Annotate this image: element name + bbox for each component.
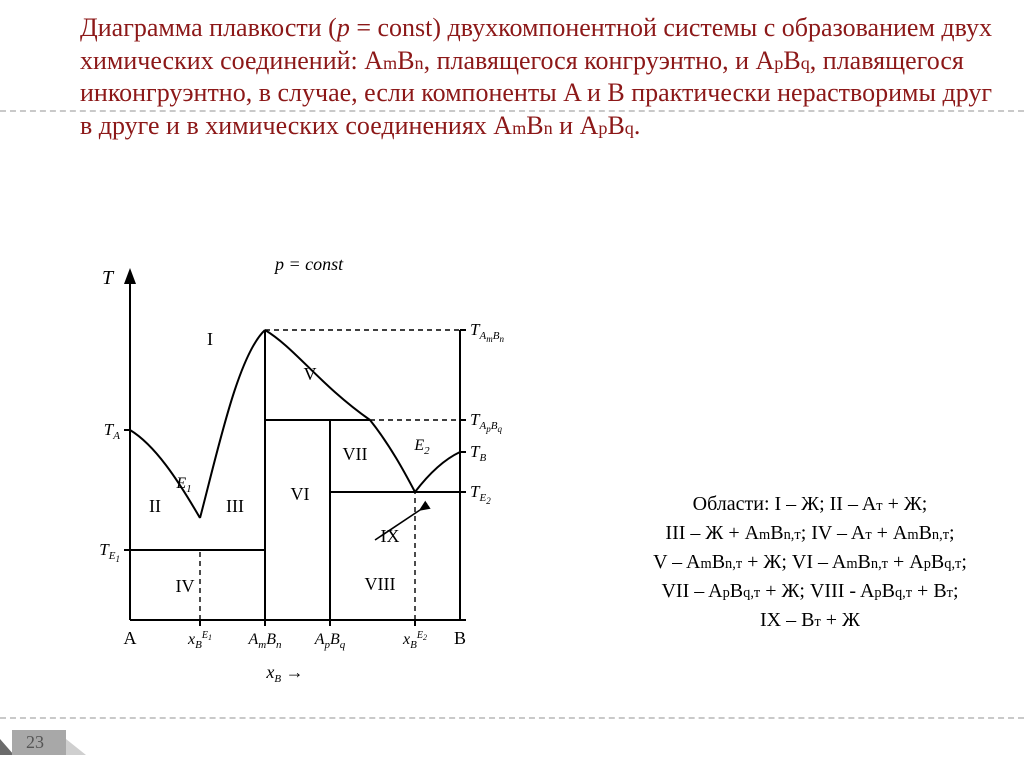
divider <box>0 110 1024 112</box>
svg-text:II: II <box>149 496 161 516</box>
svg-text:TApBq: TApBq <box>470 410 502 434</box>
svg-text:V: V <box>304 364 317 384</box>
svg-text:xBE2: xBE2 <box>402 630 427 651</box>
svg-text:A: A <box>124 628 137 648</box>
region-legend: Области: I – Ж; II – Aт + Ж;III – Ж + Am… <box>620 490 1000 635</box>
svg-text:TB: TB <box>470 442 486 464</box>
svg-text:VIII: VIII <box>365 574 396 594</box>
bottom-divider <box>0 717 1024 719</box>
page-number: 23 <box>0 721 86 755</box>
svg-text:VII: VII <box>343 444 368 464</box>
svg-text:E2: E2 <box>413 437 430 457</box>
slide-title: Диаграмма плавкости (p = const) двухкомп… <box>80 12 994 142</box>
svg-text:ApBq: ApBq <box>314 631 346 651</box>
svg-text:TE2: TE2 <box>470 482 491 506</box>
svg-text:TA: TA <box>104 420 120 442</box>
svg-text:B: B <box>454 628 466 648</box>
svg-text:IV: IV <box>176 576 195 596</box>
svg-text:III: III <box>226 496 244 516</box>
phase-diagram-svg: Tp = const xBE1 AmBn ApBq xBE2 TA TE1 TAmBn TApB… <box>60 250 540 710</box>
svg-text:AmBn: AmBn <box>247 631 282 651</box>
svg-text:xB →: xB → <box>265 662 303 685</box>
svg-text:IX: IX <box>381 526 400 546</box>
svg-text:p = const: p = const <box>273 254 344 274</box>
page-number-value: 23 <box>12 730 66 755</box>
svg-text:I: I <box>207 329 213 349</box>
svg-text:T: T <box>102 267 115 289</box>
svg-text:xBE1: xBE1 <box>187 630 212 651</box>
svg-text:TAmBn: TAmBn <box>470 320 504 344</box>
svg-text:VI: VI <box>291 484 310 504</box>
svg-text:TE1: TE1 <box>99 540 120 564</box>
phase-diagram: Tp = const xBE1 AmBn ApBq xBE2 TA TE1 TAmBn TApB… <box>60 250 540 710</box>
